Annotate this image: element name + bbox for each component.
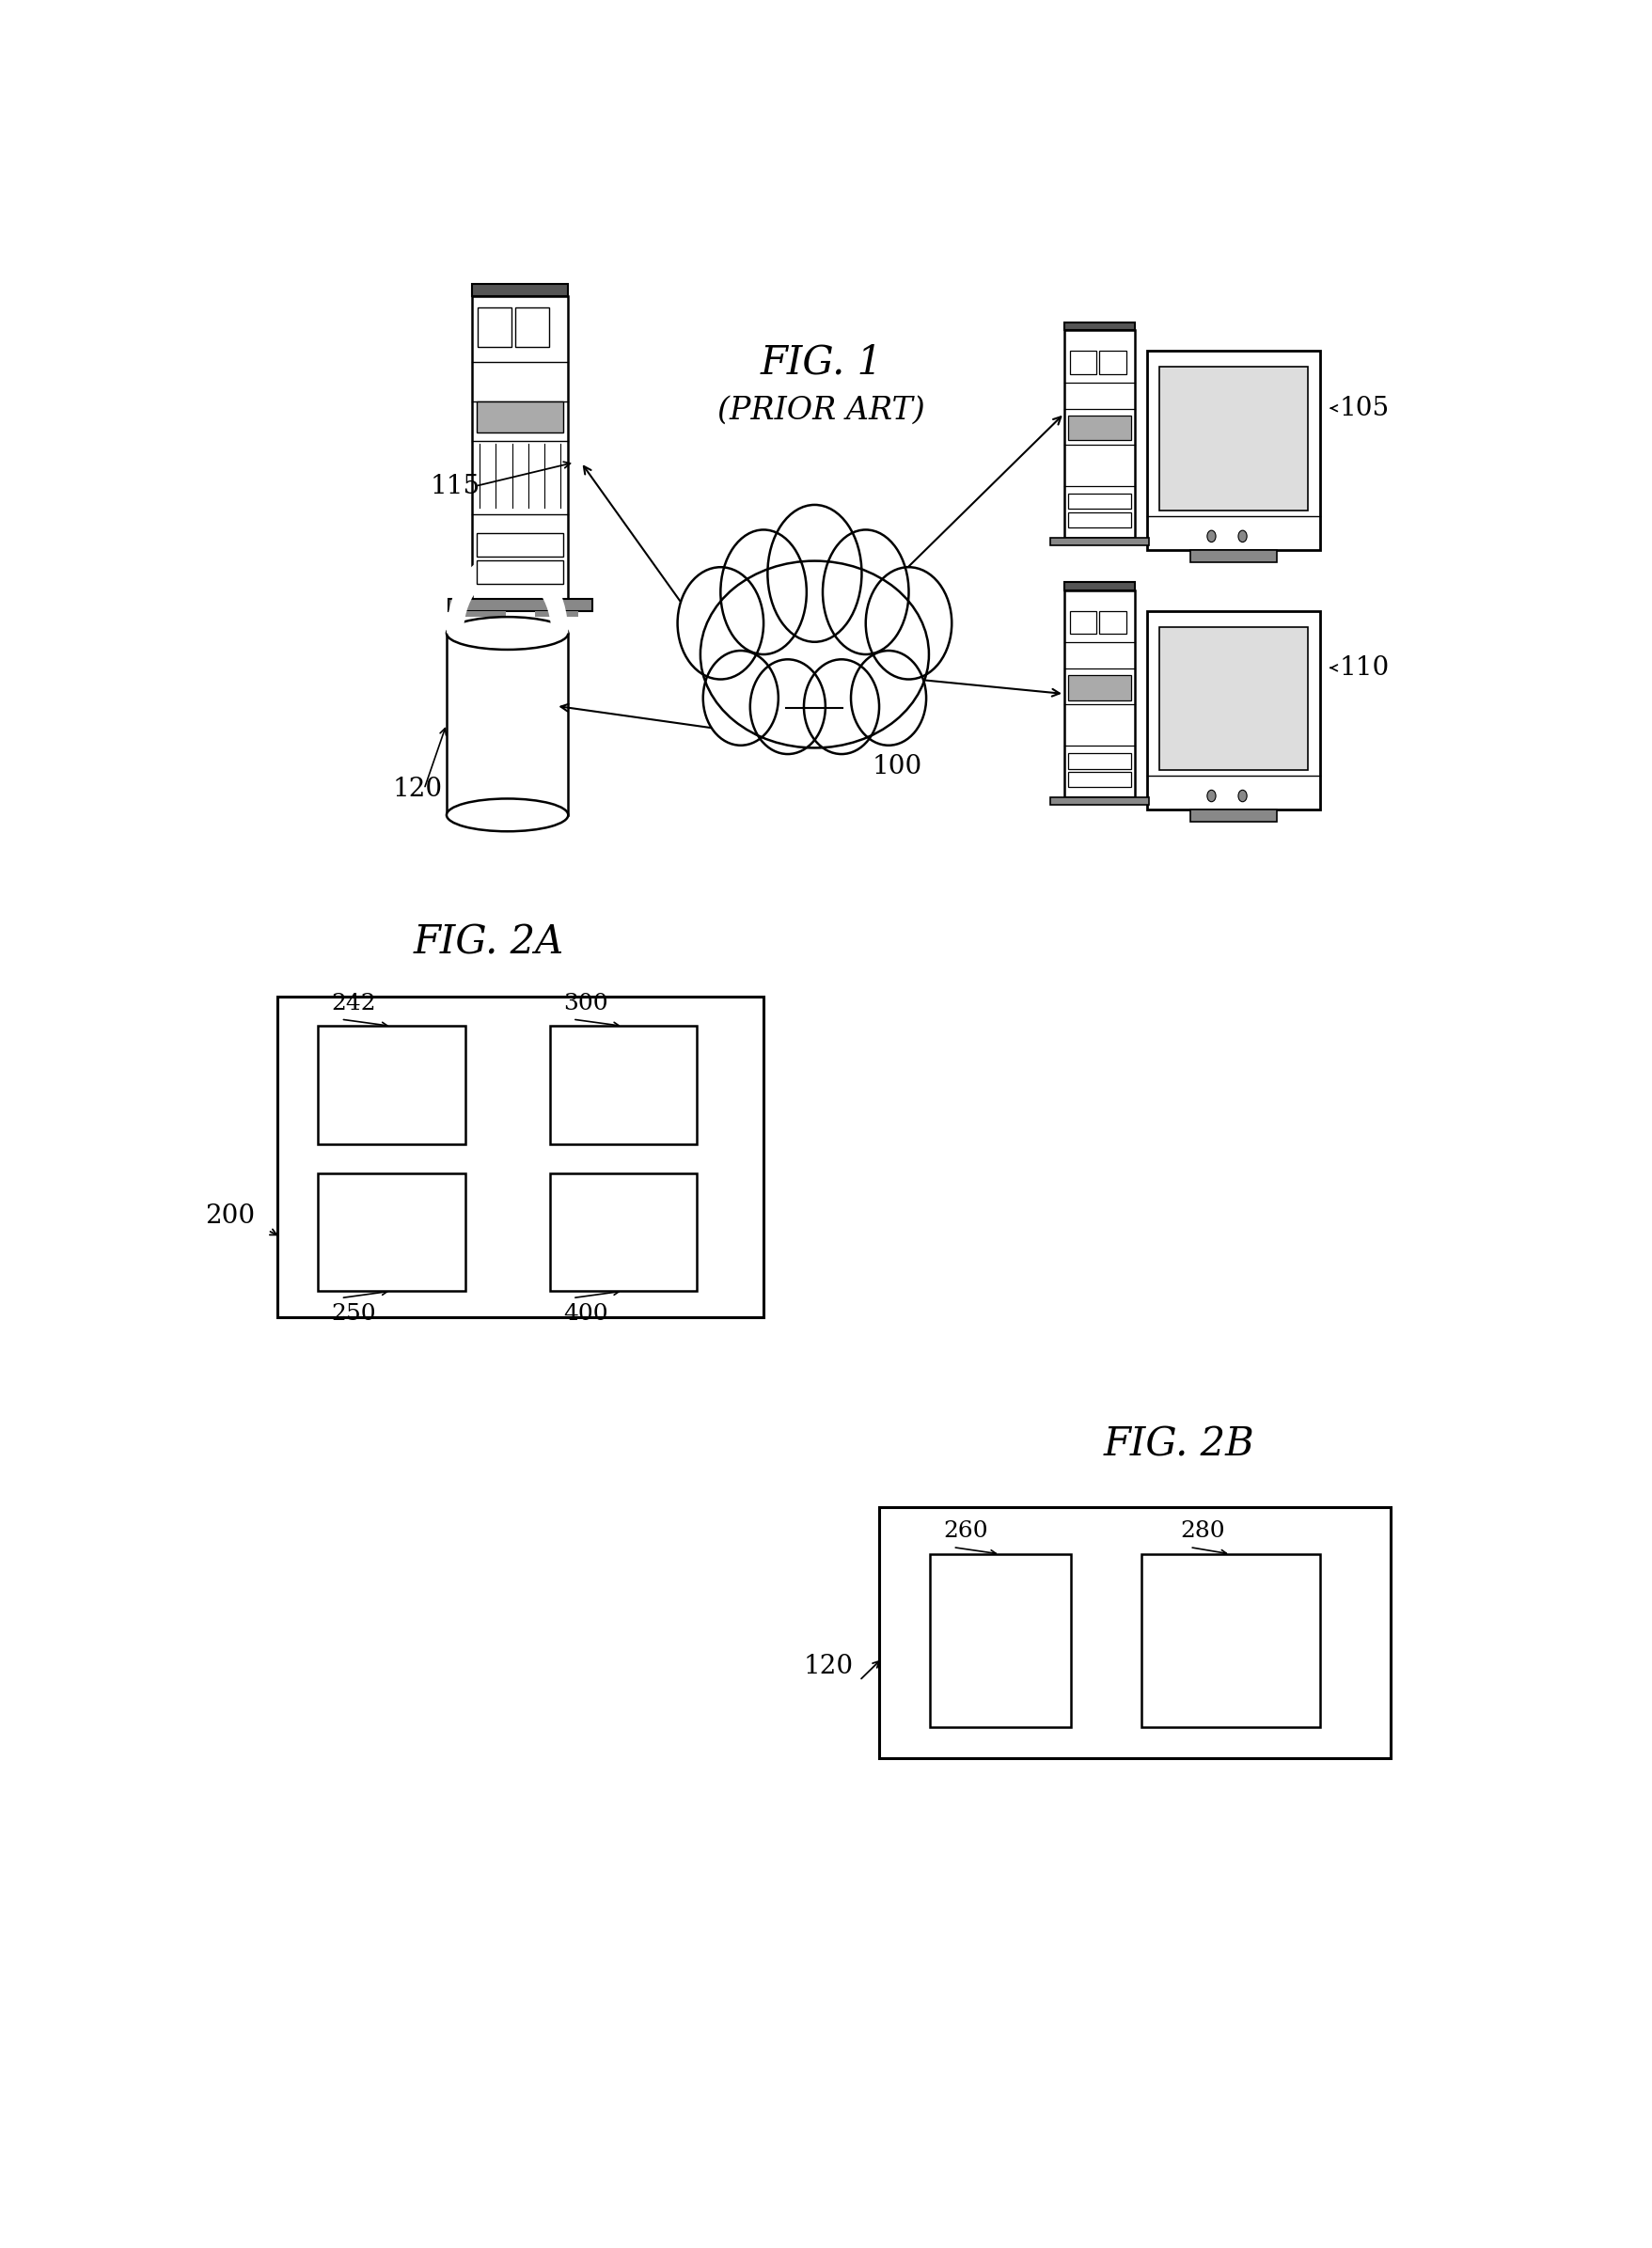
- Ellipse shape: [805, 659, 879, 753]
- Text: FIG. 2A: FIG. 2A: [413, 922, 563, 962]
- Text: (PRIOR ART): (PRIOR ART): [717, 396, 925, 425]
- Text: FT: FT: [983, 1628, 1018, 1652]
- Bar: [1064, 589, 1135, 798]
- Ellipse shape: [704, 650, 778, 746]
- Bar: [317, 1025, 466, 1144]
- Text: 250: 250: [332, 1304, 377, 1324]
- Ellipse shape: [750, 659, 826, 753]
- Ellipse shape: [446, 798, 568, 832]
- Text: 280: 280: [1180, 1520, 1226, 1542]
- Bar: [1064, 321, 1135, 330]
- Ellipse shape: [446, 616, 568, 650]
- Bar: [1067, 416, 1132, 441]
- Circle shape: [1239, 789, 1247, 803]
- Ellipse shape: [851, 650, 927, 746]
- Bar: [1064, 330, 1135, 537]
- Text: DCP: DCP: [595, 1072, 653, 1097]
- Circle shape: [1239, 531, 1247, 542]
- Bar: [1142, 1553, 1320, 1726]
- Bar: [1070, 611, 1097, 634]
- Bar: [1191, 551, 1277, 562]
- Bar: [448, 598, 591, 611]
- Text: FIG. 2B: FIG. 2B: [1104, 1425, 1256, 1463]
- Bar: [550, 1025, 697, 1144]
- Text: 125: 125: [790, 695, 839, 719]
- Text: 115: 115: [431, 474, 481, 499]
- Text: 260: 260: [943, 1520, 988, 1542]
- Ellipse shape: [823, 531, 909, 654]
- Bar: [278, 996, 763, 1317]
- Bar: [1191, 809, 1277, 823]
- Text: FIG. 1: FIG. 1: [760, 342, 882, 382]
- Bar: [1100, 351, 1127, 373]
- Wedge shape: [446, 551, 568, 634]
- Ellipse shape: [768, 506, 862, 643]
- Bar: [472, 297, 568, 598]
- Bar: [1160, 366, 1308, 510]
- Text: FRE: FRE: [363, 1072, 420, 1097]
- Bar: [477, 308, 512, 346]
- Text: 242: 242: [332, 991, 377, 1014]
- Bar: [1148, 351, 1320, 551]
- Bar: [550, 1173, 697, 1290]
- Bar: [1067, 674, 1132, 699]
- Bar: [1064, 582, 1135, 589]
- Circle shape: [1208, 531, 1216, 542]
- Bar: [477, 533, 563, 555]
- Bar: [463, 611, 506, 616]
- Bar: [535, 611, 578, 616]
- Ellipse shape: [677, 566, 763, 679]
- Text: 400: 400: [563, 1304, 608, 1324]
- Bar: [1067, 753, 1132, 769]
- Bar: [1070, 351, 1097, 373]
- Ellipse shape: [700, 562, 928, 749]
- Bar: [1051, 537, 1148, 546]
- Bar: [1067, 492, 1132, 508]
- Bar: [317, 1173, 466, 1290]
- Bar: [472, 283, 568, 297]
- Text: RULES: RULES: [1183, 1628, 1279, 1652]
- Bar: [477, 560, 563, 584]
- Bar: [1148, 611, 1320, 809]
- Text: WIP: WIP: [363, 1218, 420, 1245]
- Bar: [1100, 611, 1127, 634]
- Text: 120: 120: [803, 1655, 852, 1679]
- Bar: [477, 402, 563, 432]
- Text: 110: 110: [1340, 654, 1389, 681]
- Bar: [1067, 513, 1132, 528]
- Text: 100: 100: [872, 755, 922, 780]
- Text: 300: 300: [563, 991, 608, 1014]
- Text: 200: 200: [205, 1205, 254, 1230]
- Bar: [1067, 771, 1132, 787]
- Bar: [879, 1508, 1391, 1758]
- Text: SLP: SLP: [596, 1218, 649, 1245]
- Text: 120: 120: [392, 776, 443, 803]
- Bar: [1051, 798, 1148, 805]
- Circle shape: [1208, 789, 1216, 803]
- Ellipse shape: [866, 566, 952, 679]
- Bar: [1160, 627, 1308, 771]
- Text: 105: 105: [1340, 396, 1389, 420]
- Bar: [515, 308, 548, 346]
- Bar: [930, 1553, 1070, 1726]
- Ellipse shape: [720, 531, 806, 654]
